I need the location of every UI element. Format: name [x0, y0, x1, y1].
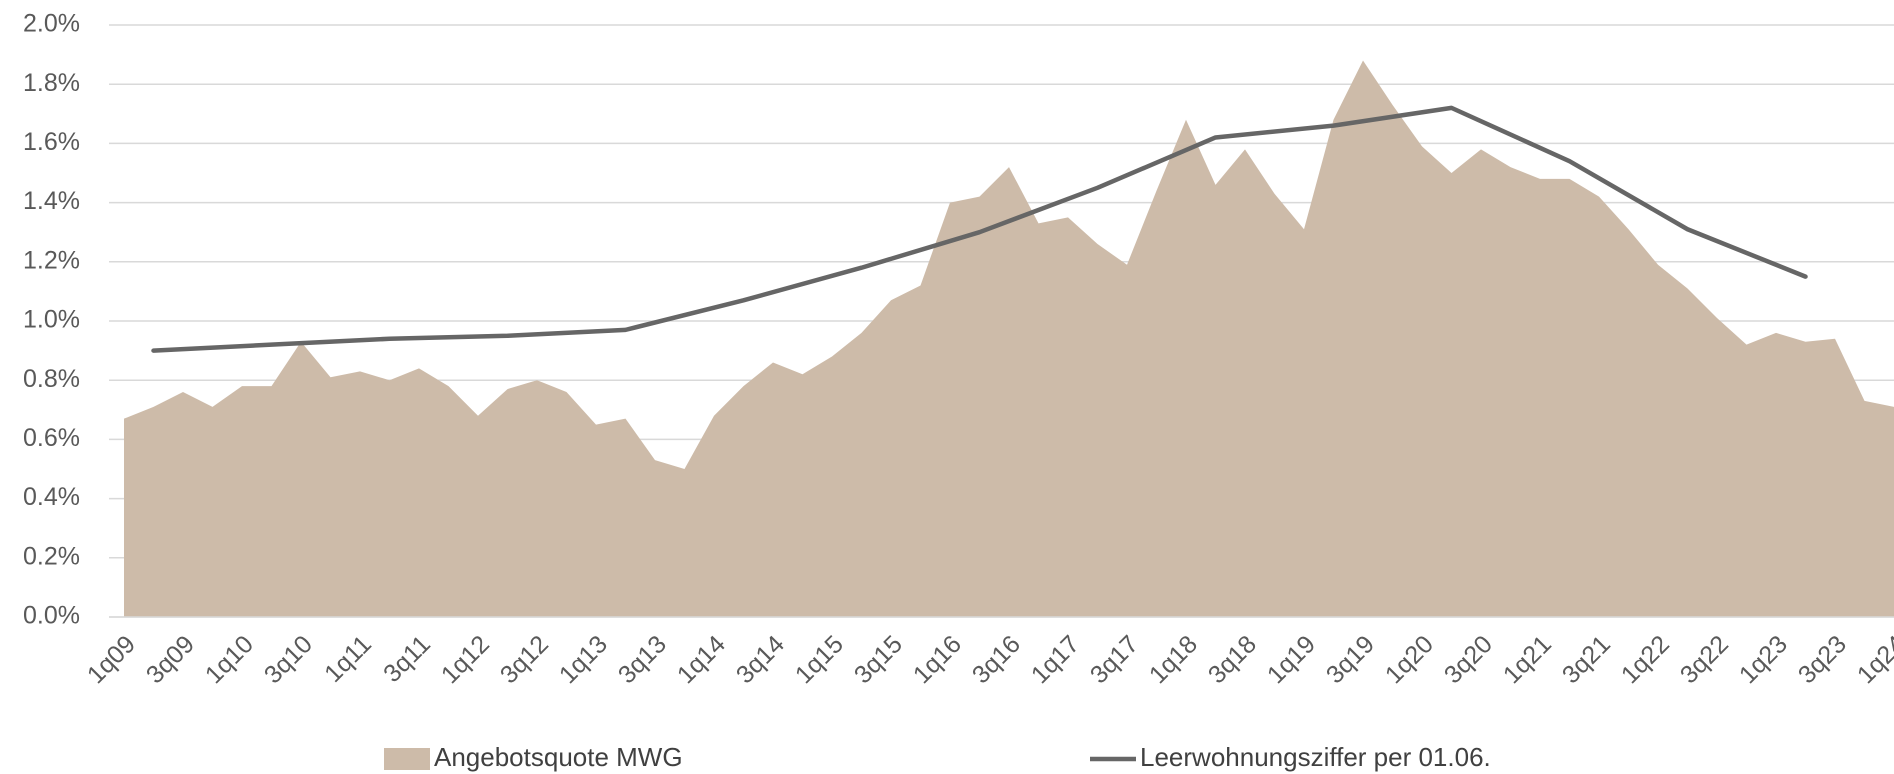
- legend-swatch: [384, 748, 430, 770]
- x-tick-label: 1q17: [1026, 630, 1085, 689]
- x-tick-label: 3q12: [495, 630, 554, 689]
- y-tick-label: 2.0%: [23, 10, 80, 38]
- x-tick-label: 1q11: [319, 630, 377, 688]
- x-tick-label: 1q14: [672, 630, 731, 689]
- x-tick-label: 3q09: [141, 630, 200, 689]
- x-tick-label: 3q20: [1439, 630, 1498, 689]
- y-tick-label: 1.4%: [23, 187, 80, 215]
- x-tick-label: 3q16: [967, 630, 1026, 689]
- x-tick-label: 1q09: [82, 630, 141, 689]
- x-tick-label: 3q21: [1557, 630, 1616, 689]
- x-tick-label: 1q16: [908, 630, 967, 689]
- x-tick-label: 3q11: [378, 630, 436, 688]
- x-tick-label: 1q21: [1498, 630, 1557, 689]
- x-tick-label: 3q15: [849, 630, 908, 689]
- y-tick-label: 0.2%: [23, 542, 80, 570]
- x-tick-label: 3q17: [1085, 630, 1144, 689]
- y-tick-label: 0.8%: [23, 365, 80, 393]
- legend-label: Angebotsquote MWG: [434, 742, 683, 772]
- x-tick-label: 1q12: [436, 630, 495, 689]
- y-tick-label: 0.0%: [23, 602, 80, 630]
- x-tick-label: 1q13: [554, 630, 613, 689]
- x-tick-label: 3q22: [1675, 630, 1734, 689]
- y-tick-label: 1.2%: [23, 246, 80, 274]
- x-tick-label: 1q18: [1144, 630, 1203, 689]
- line: [151, 105, 1808, 353]
- x-tick-label: 3q13: [613, 630, 672, 689]
- y-tick-label: 0.4%: [23, 483, 80, 511]
- y-tick-label: 1.8%: [23, 69, 80, 97]
- area: [124, 60, 1894, 617]
- x-tick-label: 1q15: [790, 630, 849, 689]
- x-tick-label: 1q22: [1616, 630, 1675, 689]
- y-tick-label: 0.6%: [23, 424, 80, 452]
- x-tick-label: 3q18: [1203, 630, 1262, 689]
- x-tick-label: 1q24: [1852, 630, 1894, 689]
- y-tick-label: 1.0%: [23, 306, 80, 334]
- x-tick-label: 1q23: [1734, 630, 1793, 689]
- x-tick-label: 1q20: [1380, 630, 1439, 689]
- x-tick-label: 1q19: [1262, 630, 1321, 689]
- legend-label: Leerwohnungsziffer per 01.06.: [1140, 742, 1491, 772]
- y-tick-label: 1.6%: [23, 128, 80, 156]
- x-tick-label: 3q19: [1321, 630, 1380, 689]
- x-tick-label: 3q10: [259, 630, 318, 689]
- x-tick-label: 3q14: [731, 630, 790, 689]
- x-tick-label: 1q10: [200, 630, 259, 689]
- x-tick-label: 3q23: [1793, 630, 1852, 689]
